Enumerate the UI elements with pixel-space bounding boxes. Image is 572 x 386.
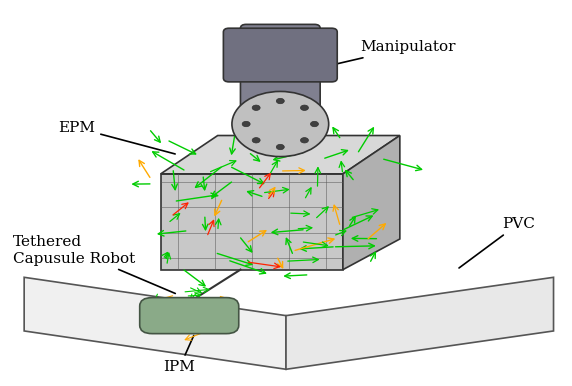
Circle shape [252,105,260,110]
Polygon shape [161,174,343,270]
Circle shape [311,121,319,127]
Circle shape [300,105,308,110]
Text: Manipulator: Manipulator [312,41,455,70]
FancyBboxPatch shape [240,24,320,139]
Circle shape [276,144,284,150]
Text: PVC: PVC [459,217,535,268]
Circle shape [242,121,250,127]
Text: Tethered
Capusule Robot: Tethered Capusule Robot [13,235,175,293]
FancyBboxPatch shape [140,298,239,334]
Polygon shape [343,135,400,270]
Circle shape [232,91,329,157]
Polygon shape [161,135,400,174]
Polygon shape [24,277,286,369]
Text: IPM: IPM [164,335,196,374]
Circle shape [252,137,260,143]
Text: EPM: EPM [58,121,175,154]
FancyBboxPatch shape [224,28,337,82]
Circle shape [300,137,308,143]
Circle shape [276,98,284,104]
Polygon shape [286,277,554,369]
